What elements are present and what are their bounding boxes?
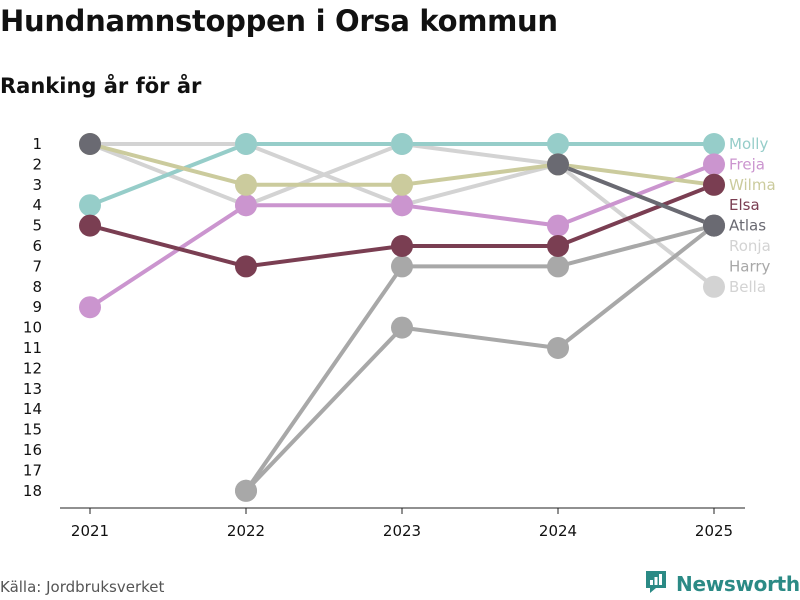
data-point: [547, 133, 569, 155]
series-label-molly: Molly: [729, 135, 768, 153]
series-line-segment: [556, 223, 716, 269]
series-elsa: [88, 182, 716, 269]
data-point: [391, 173, 413, 196]
y-tick-label: 12: [23, 359, 42, 377]
series-line-segment: [556, 182, 716, 248]
x-tick-label: 2021: [71, 522, 109, 540]
series-line-segment: [244, 244, 404, 269]
chart-title: Hundnamnstoppen i Orsa kommun: [0, 4, 558, 38]
data-point: [391, 316, 413, 339]
series-line-segment: [400, 162, 560, 208]
data-point: [235, 173, 257, 196]
data-point: [391, 255, 413, 278]
y-tick-label: 4: [32, 196, 42, 214]
data-point: [703, 153, 725, 176]
x-tick-label: 2024: [539, 522, 577, 540]
y-tick-label: 18: [23, 482, 42, 500]
series-label-bella: Bella: [729, 278, 766, 296]
data-point: [703, 275, 725, 298]
series-line-segment: [400, 325, 560, 350]
series-label-wilma: Wilma: [729, 176, 776, 194]
y-tick-label: 11: [23, 339, 42, 357]
series-line-segment: [88, 142, 248, 187]
series-wilma: [88, 142, 716, 187]
series-label-elsa: Elsa: [729, 196, 760, 214]
series-line-segment: [556, 162, 716, 187]
series-line-segment: [400, 162, 560, 187]
data-point: [235, 255, 257, 278]
brand-name: Newsworthy: [676, 572, 800, 596]
data-point: [547, 153, 569, 176]
series-line-segment: [556, 162, 716, 228]
series-line-segment: [244, 142, 404, 208]
x-tick-label: 2025: [695, 522, 733, 540]
y-tick-label: 1: [32, 135, 42, 153]
series-label-freja: Freja: [729, 155, 765, 173]
data-point: [547, 337, 569, 359]
y-tick-label: 7: [32, 257, 42, 275]
y-tick-label: 17: [23, 461, 42, 479]
data-point: [235, 194, 257, 217]
data-point: [703, 173, 725, 196]
y-tick-label: 13: [23, 380, 42, 398]
source-note: Källa: Jordbruksverket: [0, 578, 165, 596]
data-point: [547, 235, 569, 257]
series-label-atlas: Atlas: [729, 217, 766, 235]
data-point: [391, 235, 413, 257]
series-atlas-highlight: [556, 162, 716, 228]
data-point: [391, 194, 413, 217]
series-label-harry: Harry: [729, 257, 771, 275]
x-tick-label: 2022: [227, 522, 265, 540]
y-tick-label: 2: [32, 155, 42, 173]
data-point: [79, 296, 101, 319]
y-tick-label: 3: [32, 176, 42, 194]
y-tick-label: 15: [23, 421, 42, 439]
series-label-ronja: Ronja: [729, 237, 771, 255]
data-point: [235, 133, 257, 155]
y-tick-label: 16: [23, 441, 42, 459]
series-line-segment: [88, 203, 248, 310]
newsworthy-logo-icon: [644, 569, 668, 599]
y-tick-label: 5: [32, 217, 42, 235]
data-point: [703, 133, 725, 155]
series-line-segment: [244, 264, 404, 493]
data-point: [391, 133, 413, 155]
series-line-segment: [400, 203, 560, 228]
data-point: [79, 133, 101, 155]
brand-block: Newsworthy: [644, 569, 800, 599]
series-line-segment: [400, 142, 560, 167]
series-molly: [88, 142, 716, 208]
data-point: [547, 214, 569, 237]
series-line-segment: [88, 142, 248, 208]
series-line-segment: [88, 223, 248, 269]
chart-subtitle: Ranking år för år: [0, 74, 202, 98]
series-line-segment: [556, 223, 716, 350]
x-tick-label: 2023: [383, 522, 421, 540]
data-point: [703, 214, 725, 237]
y-tick-label: 9: [32, 298, 42, 316]
data-point: [79, 214, 101, 237]
y-tick-label: 14: [23, 400, 42, 418]
series-line-segment: [244, 325, 404, 493]
series-points: [79, 133, 725, 502]
series-line-segment: [556, 162, 716, 289]
data-point: [235, 479, 257, 502]
y-tick-label: 8: [32, 278, 42, 296]
data-point: [79, 194, 101, 217]
series-lines: [88, 142, 716, 493]
y-tick-label: 10: [23, 319, 42, 337]
series-atlas: [244, 223, 716, 493]
y-tick-label: 6: [32, 237, 42, 255]
data-point: [547, 255, 569, 278]
series-harry: [244, 223, 716, 493]
